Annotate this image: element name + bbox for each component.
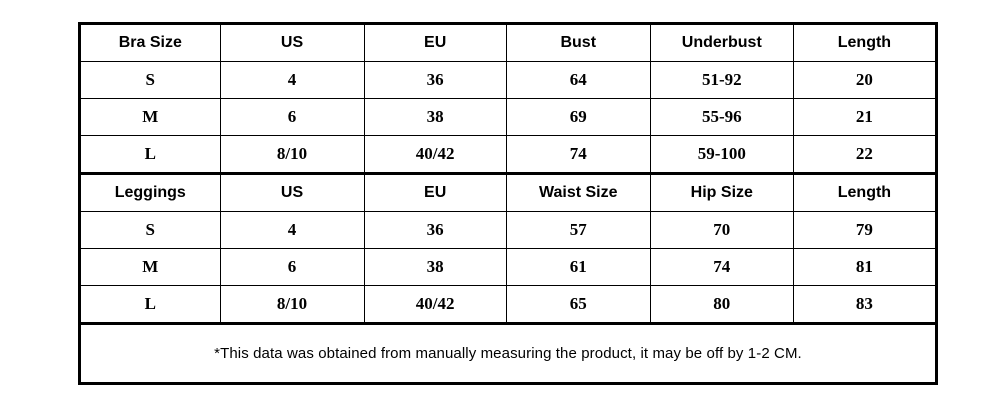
table-cell: 8/10: [219, 135, 365, 174]
table-cell: 80: [649, 285, 794, 324]
eu-column-header: EU: [363, 172, 507, 212]
underbust-column-header: Underbust: [649, 23, 794, 62]
table-cell: 51-92: [649, 61, 794, 99]
us-column-header: US: [219, 172, 365, 212]
table-cell: 4: [219, 211, 365, 249]
bust-column-header: Bust: [505, 23, 651, 62]
table-cell: 74: [649, 248, 794, 286]
table-cell: M: [79, 248, 221, 286]
size-chart-table: Bra Size US EU Bust Underbust Length S 4…: [78, 22, 938, 385]
table-cell: 74: [505, 135, 651, 174]
table-cell: 38: [363, 248, 507, 286]
table-cell: 81: [792, 248, 938, 286]
table-cell: 79: [792, 211, 938, 249]
table-cell: 83: [792, 285, 938, 324]
us-column-header: US: [219, 23, 365, 62]
table-cell: S: [79, 61, 221, 99]
bra-size-column-header: Bra Size: [79, 23, 221, 62]
table-cell: 40/42: [363, 285, 507, 324]
table-cell: L: [79, 135, 221, 174]
table-cell: 61: [505, 248, 651, 286]
table-cell: 59-100: [649, 135, 794, 174]
leggings-row-s: S 4 36 57 70 79: [79, 211, 938, 249]
leggings-column-header: Leggings: [79, 172, 221, 212]
length-column-header: Length: [792, 23, 938, 62]
table-cell: 22: [792, 135, 938, 174]
bra-row-s: S 4 36 64 51-92 20: [79, 61, 938, 99]
table-cell: 6: [219, 248, 365, 286]
bra-row-l: L 8/10 40/42 74 59-100 22: [79, 135, 938, 174]
bra-header-row: Bra Size US EU Bust Underbust Length: [79, 23, 938, 62]
leggings-header-row: Leggings US EU Waist Size Hip Size Lengt…: [79, 172, 938, 212]
table-cell: 64: [505, 61, 651, 99]
measurement-disclaimer-note: *This data was obtained from manually me…: [79, 322, 937, 384]
hip-size-column-header: Hip Size: [649, 172, 794, 212]
table-cell: 4: [219, 61, 365, 99]
eu-column-header: EU: [363, 23, 507, 62]
table-cell: 65: [505, 285, 651, 324]
bra-row-m: M 6 38 69 55-96 21: [79, 98, 938, 136]
table-cell: 57: [505, 211, 651, 249]
table-cell: 69: [505, 98, 651, 136]
table-cell: 55-96: [649, 98, 794, 136]
table-cell: 6: [219, 98, 365, 136]
length-column-header: Length: [792, 172, 938, 212]
table-cell: M: [79, 98, 221, 136]
leggings-row-m: M 6 38 61 74 81: [79, 248, 938, 286]
table-cell: 20: [792, 61, 938, 99]
waist-size-column-header: Waist Size: [505, 172, 651, 212]
table-cell: 70: [649, 211, 794, 249]
table-cell: 38: [363, 98, 507, 136]
table-cell: 36: [363, 61, 507, 99]
table-cell: L: [79, 285, 221, 324]
table-cell: 21: [792, 98, 938, 136]
table-cell: S: [79, 211, 221, 249]
table-cell: 36: [363, 211, 507, 249]
table-cell: 8/10: [219, 285, 365, 324]
leggings-row-l: L 8/10 40/42 65 80 83: [79, 285, 938, 324]
footnote-row: *This data was obtained from manually me…: [79, 322, 937, 384]
table-cell: 40/42: [363, 135, 507, 174]
